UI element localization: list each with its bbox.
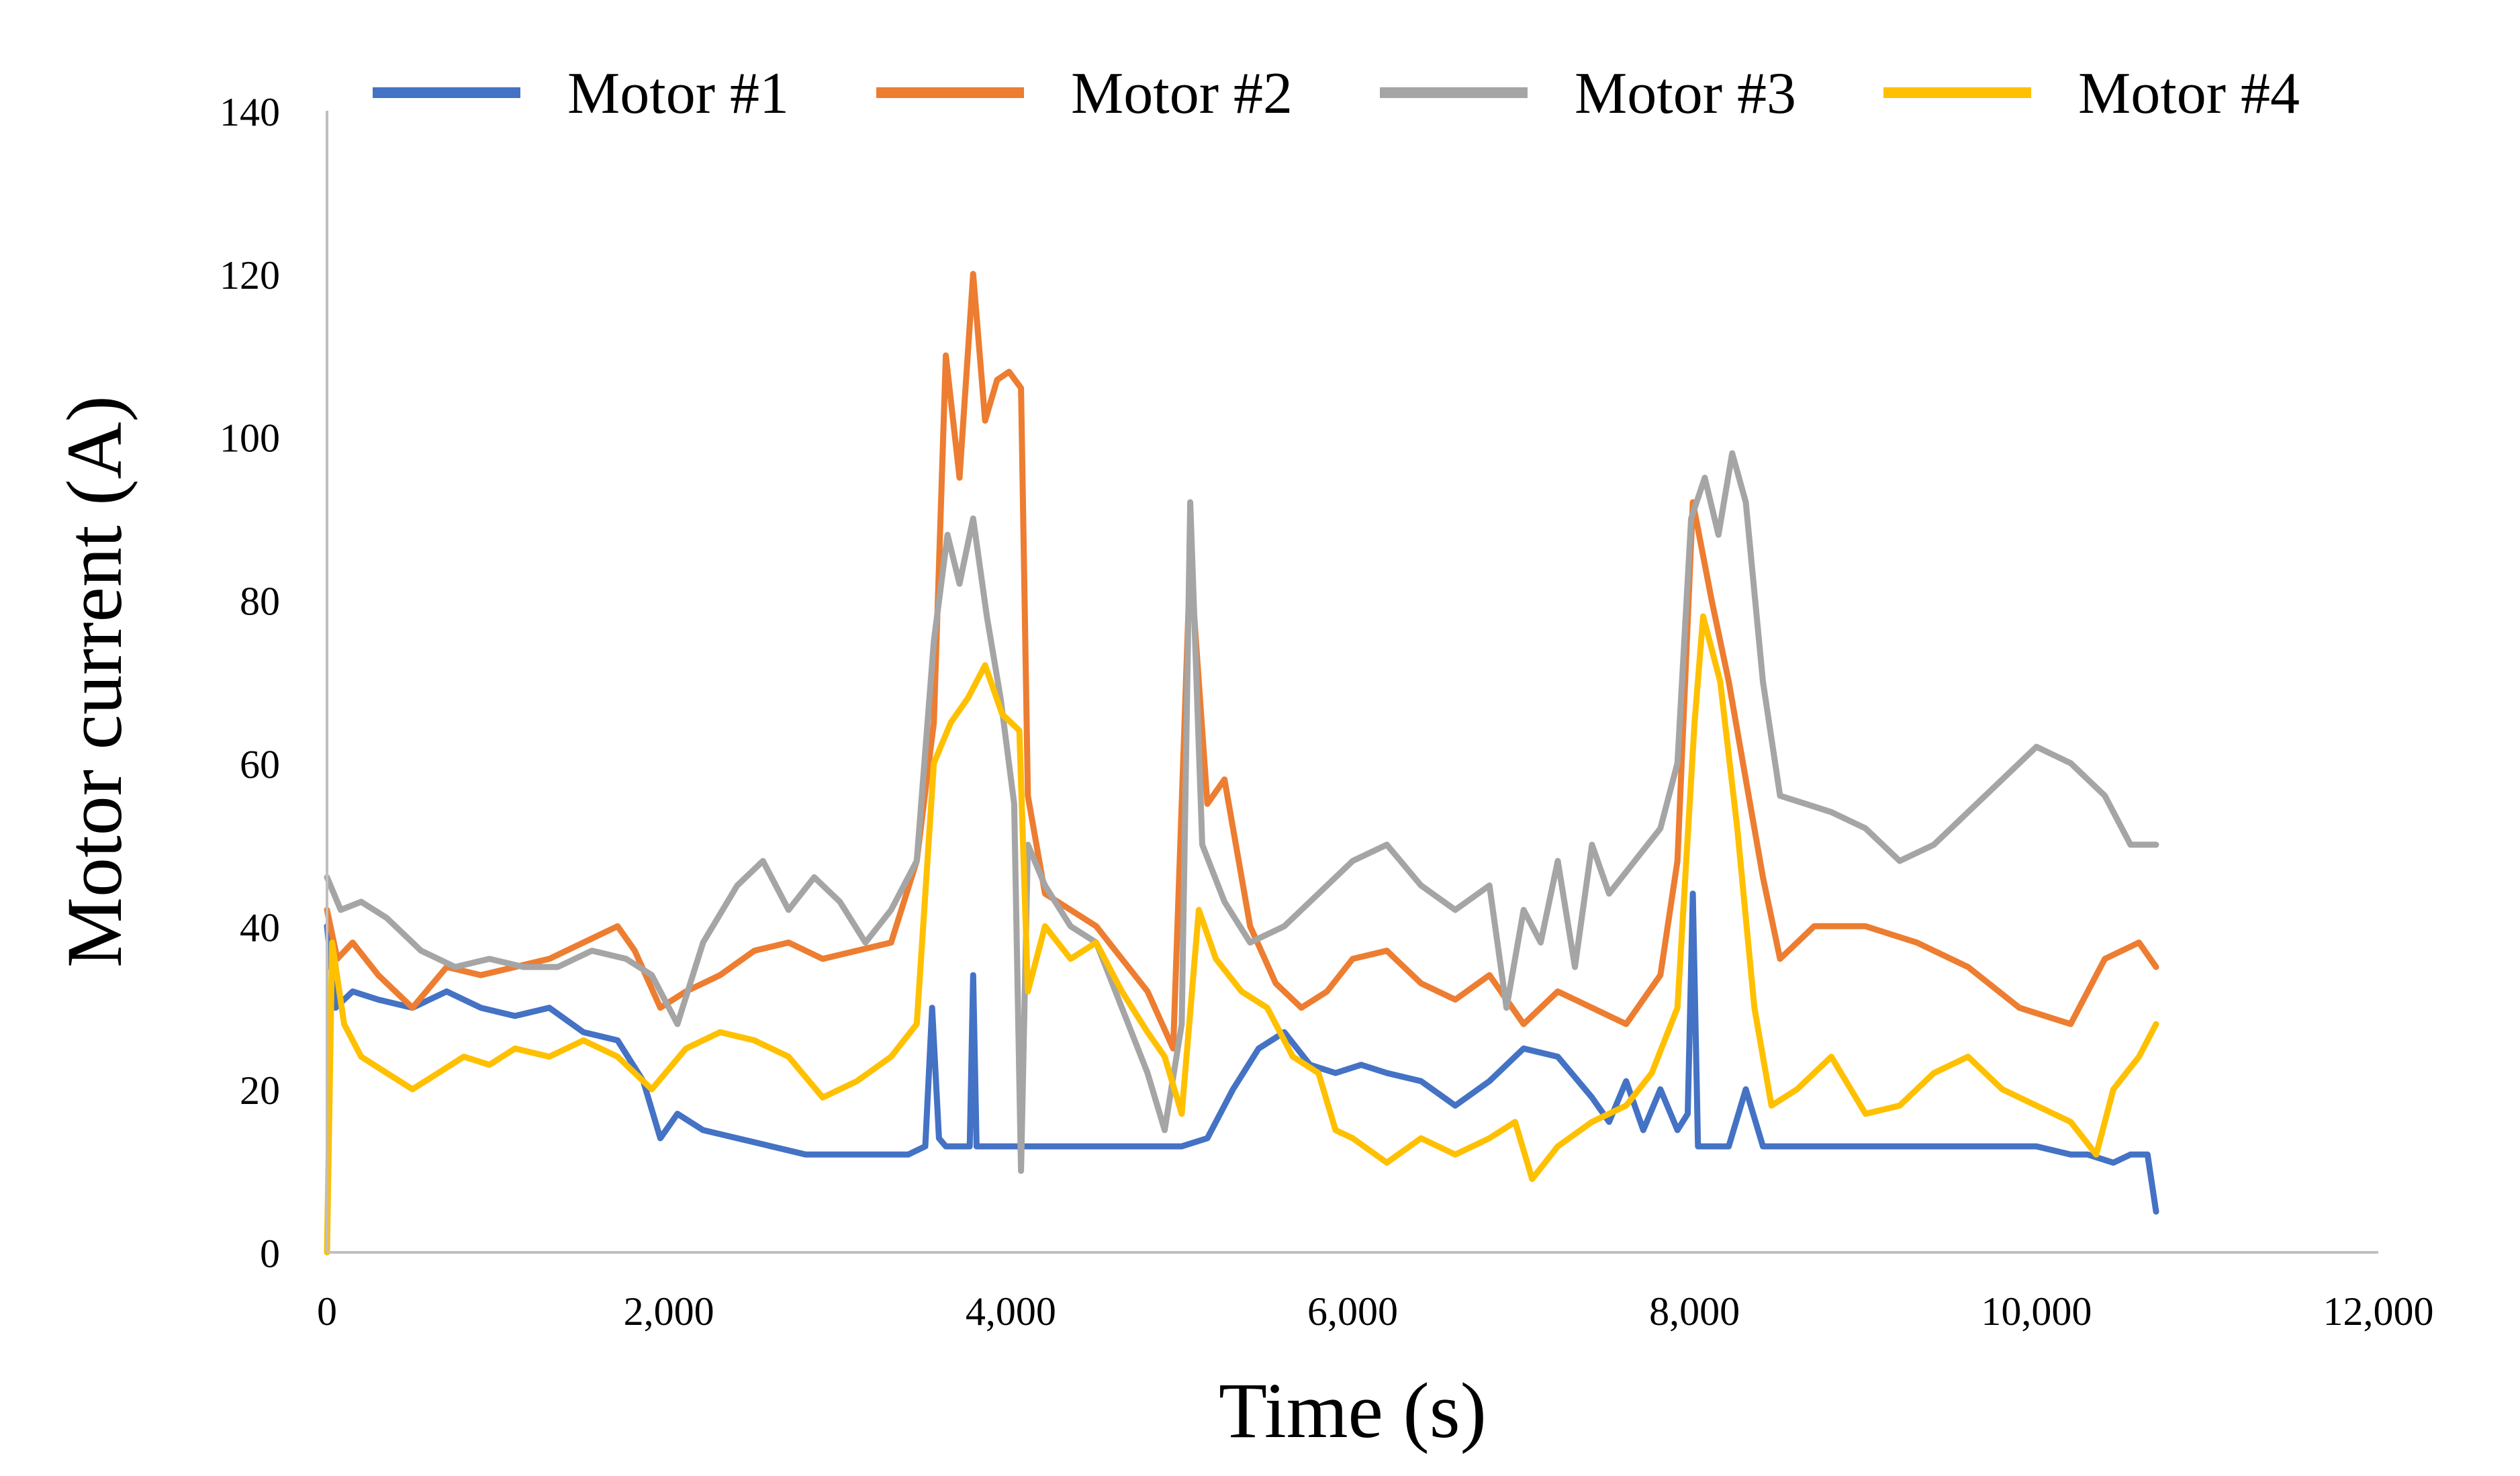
y-tick-labels: 0 20 40 60 80 100 120 140	[220, 90, 280, 1276]
legend-item-motor-3: Motor #3	[1380, 61, 1796, 126]
y-tick-label: 40	[240, 905, 280, 950]
series-line-motor-4	[324, 613, 2159, 1256]
series-line-motor-3	[324, 450, 2159, 1174]
y-tick-label: 140	[220, 90, 280, 134]
legend-label: Motor #1	[567, 61, 789, 126]
legend: Motor #1 Motor #2 Motor #3 Motor #4	[373, 61, 2300, 126]
legend-item-motor-4: Motor #4	[1883, 61, 2300, 126]
y-tick-label: 60	[240, 742, 280, 786]
x-tick-label: 8,000	[1649, 1289, 1740, 1334]
y-tick-label: 0	[260, 1232, 280, 1276]
plot-lines	[324, 271, 2159, 1256]
axes	[326, 111, 2378, 1254]
x-tick-label: 0	[317, 1289, 337, 1334]
x-tick-labels: 0 2,000 4,000 6,000 8,000 10,000 12,000	[317, 1289, 2434, 1334]
legend-label: Motor #2	[1071, 61, 1293, 126]
series-line-motor-1	[324, 890, 2159, 1215]
y-tick-label: 20	[240, 1068, 280, 1113]
legend-item-motor-1: Motor #1	[373, 61, 789, 126]
x-axis-title: Time (s)	[1219, 1367, 1487, 1455]
y-tick-label: 120	[220, 253, 280, 297]
x-tick-label: 2,000	[624, 1289, 714, 1334]
x-tick-label: 4,000	[966, 1289, 1056, 1334]
y-tick-label: 100	[220, 416, 280, 461]
legend-item-motor-2: Motor #2	[876, 61, 1293, 126]
legend-label: Motor #4	[2078, 61, 2300, 126]
x-tick-label: 10,000	[1981, 1289, 2092, 1334]
y-tick-label: 80	[240, 580, 280, 624]
x-tick-label: 6,000	[1307, 1289, 1398, 1334]
y-axis-title: Motor current (A)	[50, 396, 138, 968]
x-tick-label: 12,000	[2323, 1289, 2434, 1334]
legend-label: Motor #3	[1575, 61, 1796, 126]
